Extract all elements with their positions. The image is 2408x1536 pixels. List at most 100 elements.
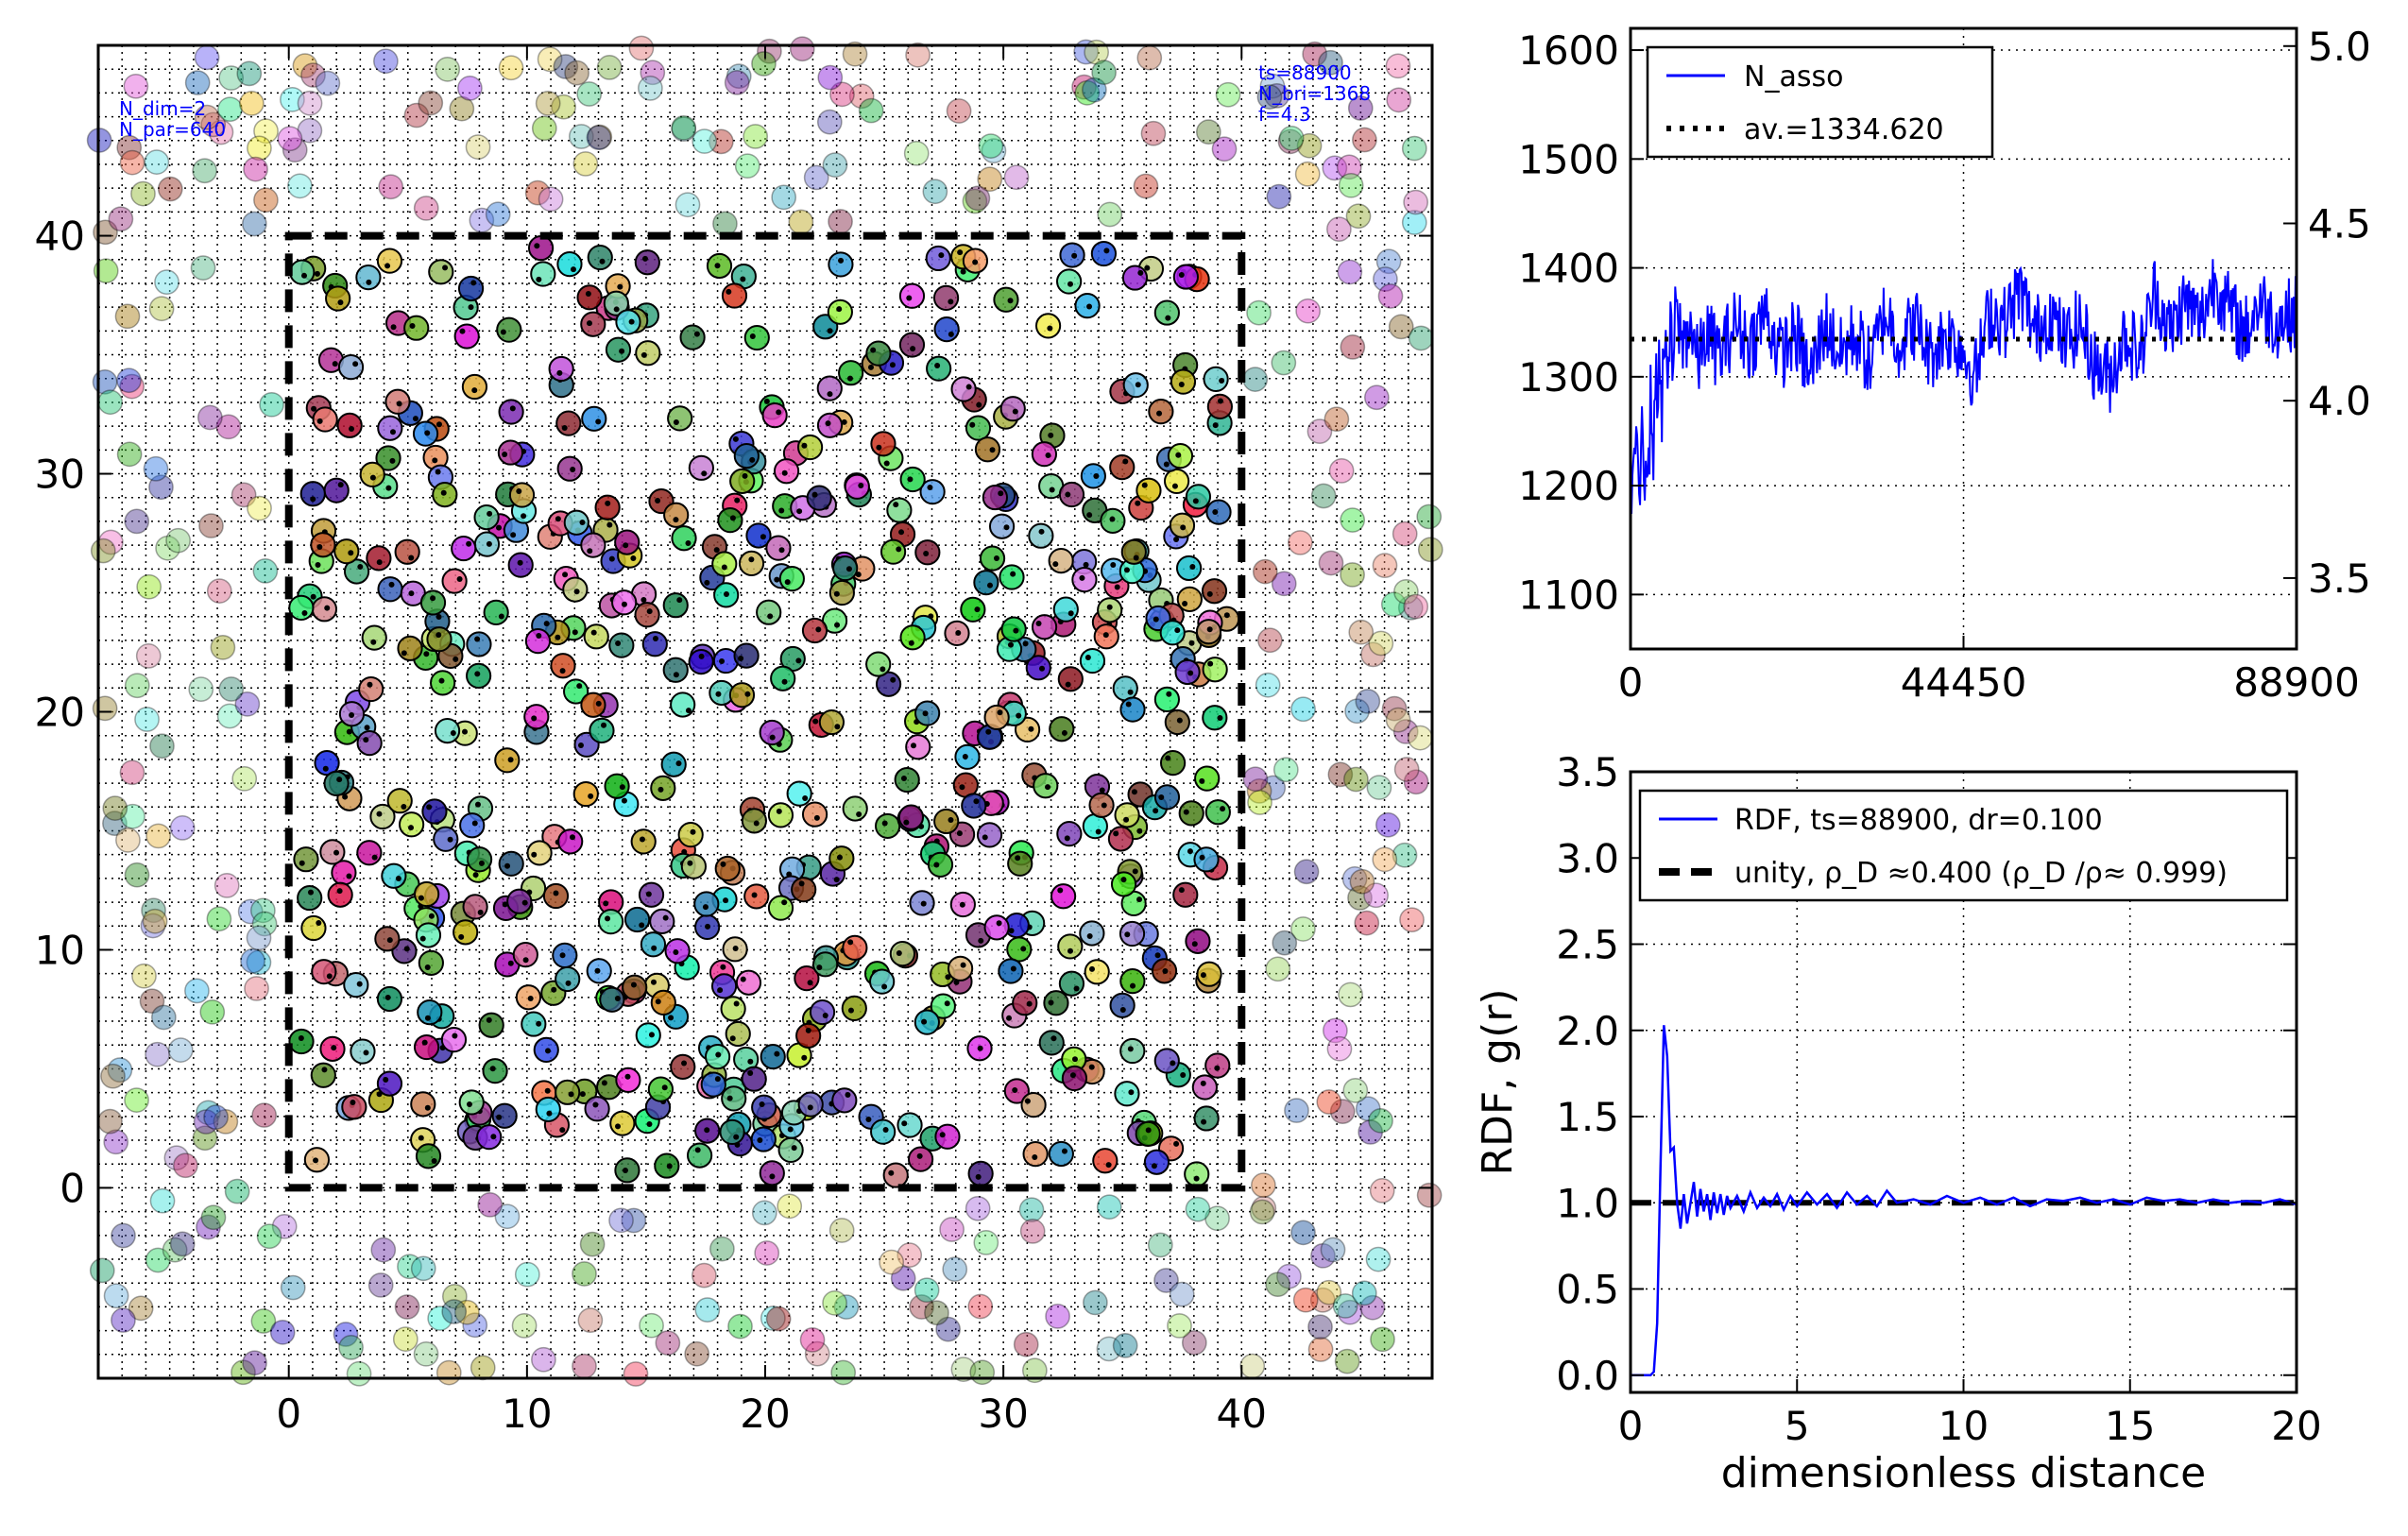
particle-patch xyxy=(1171,483,1178,489)
particle xyxy=(426,626,453,653)
particle-patch xyxy=(1153,616,1159,623)
image-particle xyxy=(208,119,234,145)
particle xyxy=(1048,547,1074,574)
particle-patch xyxy=(687,860,693,866)
particle xyxy=(976,822,1003,848)
rdf-panel: 0 5 10 15 20 0.0 0.5 1.0 1.5 2.0 2.5 3.0 3.5 dimensio… xyxy=(1474,749,2322,1497)
particle-patch xyxy=(332,361,338,367)
image-particle xyxy=(1337,259,1363,285)
particle-patch xyxy=(376,559,383,566)
particle-patch xyxy=(1201,1118,1207,1125)
image-particle xyxy=(251,911,278,937)
particle-patch xyxy=(811,491,818,498)
image-particle xyxy=(671,115,697,141)
image-particle xyxy=(1403,769,1429,795)
particle xyxy=(506,888,533,914)
particle xyxy=(721,1085,747,1112)
particle-patch xyxy=(944,1000,950,1007)
image-particle xyxy=(1307,1314,1333,1340)
particle xyxy=(759,1160,785,1186)
image-particle xyxy=(1329,1099,1356,1124)
image-particle xyxy=(124,1087,149,1113)
image-particle xyxy=(1259,73,1286,99)
particle xyxy=(597,909,624,935)
particle xyxy=(761,402,788,429)
particle xyxy=(667,405,693,432)
particle-patch xyxy=(536,276,542,282)
image-particle xyxy=(1336,154,1362,180)
particle xyxy=(1159,620,1186,646)
particle xyxy=(1050,883,1077,910)
particle-patch xyxy=(468,304,474,311)
image-particle xyxy=(1211,136,1238,162)
particle-patch xyxy=(1220,806,1226,812)
image-particle xyxy=(135,643,162,669)
particle-patch xyxy=(370,639,377,645)
image-particle xyxy=(403,102,430,128)
image-particle xyxy=(621,1207,647,1234)
image-particle xyxy=(1167,1313,1192,1339)
y-tick-label: 40 xyxy=(35,213,85,260)
image-particle xyxy=(231,765,258,792)
particle xyxy=(897,1112,923,1138)
particle-patch xyxy=(1135,500,1141,506)
image-particle xyxy=(675,192,701,218)
particle-patch xyxy=(1212,422,1219,429)
image-particle xyxy=(978,133,1004,159)
image-particle xyxy=(1153,1268,1179,1293)
info-right: f=4.3 xyxy=(1258,103,1311,126)
image-particle xyxy=(924,1300,949,1326)
particle xyxy=(635,340,661,367)
image-particle xyxy=(144,149,170,175)
image-particle xyxy=(200,111,227,138)
image-particle xyxy=(1370,1326,1395,1353)
image-particle xyxy=(909,1294,934,1320)
image-particle xyxy=(154,269,179,296)
particle-patch xyxy=(781,469,788,476)
particle-patch xyxy=(648,1032,655,1038)
particle-patch xyxy=(450,729,456,736)
particle-patch xyxy=(621,601,627,607)
particle xyxy=(998,958,1024,984)
particle-patch xyxy=(1012,1087,1018,1094)
image-particle xyxy=(608,1207,634,1234)
image-particle xyxy=(397,1254,422,1280)
image-particle xyxy=(193,1109,219,1135)
particle-patch xyxy=(655,498,661,504)
particle xyxy=(453,919,479,946)
particle-patch xyxy=(908,640,914,646)
particle-patch xyxy=(922,710,929,717)
particle-patch xyxy=(973,798,980,805)
particle xyxy=(1202,705,1228,731)
image-particle xyxy=(119,149,145,176)
particle-patch xyxy=(959,901,965,908)
particle-patch xyxy=(957,249,964,256)
particle xyxy=(556,455,583,482)
particle-patch xyxy=(1135,382,1141,388)
particle xyxy=(649,908,675,935)
particle-patch xyxy=(531,715,538,722)
image-particle xyxy=(1340,334,1366,360)
particle-patch xyxy=(1086,512,1093,519)
particle-patch xyxy=(390,324,397,331)
particle xyxy=(413,1033,440,1061)
image-particle xyxy=(1408,325,1434,351)
particle-patch xyxy=(673,949,679,956)
particle-patch xyxy=(507,960,514,966)
x-tick-label: 30 xyxy=(978,1391,1028,1437)
particle-patch xyxy=(888,1169,895,1176)
particle xyxy=(794,965,820,992)
image-particle xyxy=(1372,846,1398,873)
particle xyxy=(535,1096,561,1123)
particle-patch xyxy=(1206,590,1213,597)
particle-patch xyxy=(474,801,481,808)
particle xyxy=(677,822,704,848)
y-tick-label: 10 xyxy=(35,927,85,973)
image-particle xyxy=(829,81,855,108)
particle-patch xyxy=(815,626,822,633)
image-particle xyxy=(196,1214,221,1240)
particle-patch xyxy=(1052,561,1059,568)
particle xyxy=(982,484,1008,511)
particle-patch xyxy=(1048,432,1054,438)
image-particle xyxy=(692,128,718,154)
